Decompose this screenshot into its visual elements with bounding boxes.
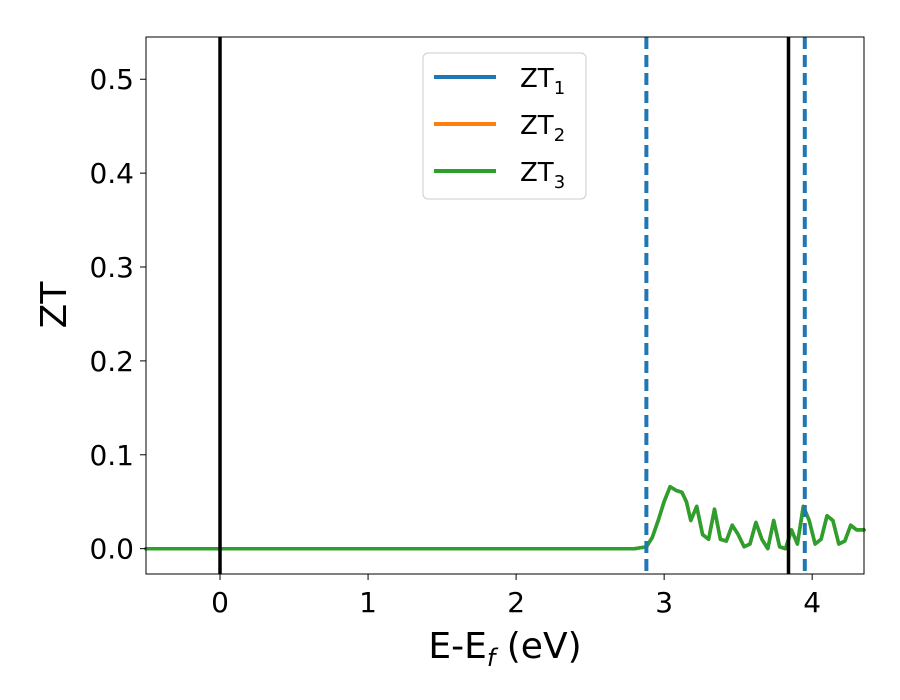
legend: ZT1 ZT2 ZT3 <box>422 52 587 200</box>
series-group <box>144 484 866 551</box>
legend-label-zt2: ZT2 <box>520 111 565 146</box>
series-line-zt2 <box>144 484 866 551</box>
y-tick-label: 0.4 <box>89 157 134 190</box>
y-tick-label: 0.3 <box>89 251 134 284</box>
y-tick-label: 0.0 <box>89 533 134 566</box>
legend-label-zt1: ZT1 <box>520 64 565 99</box>
x-tick-label: 1 <box>359 586 377 619</box>
y-tick-label: 0.1 <box>89 439 134 472</box>
y-axis-label: ZT <box>34 281 75 329</box>
x-tick-label: 2 <box>507 586 525 619</box>
legend-box <box>422 52 587 200</box>
reference-lines <box>218 37 807 574</box>
x-tick-label: 4 <box>803 586 821 619</box>
legend-label-zt3: ZT3 <box>520 158 565 193</box>
series-line-zt3 <box>144 484 866 551</box>
x-axis-label: E-Ef (eV) <box>428 626 581 672</box>
x-axis: 0 1 2 3 4 <box>211 574 821 619</box>
y-tick-label: 0.5 <box>89 63 134 96</box>
plot-frame <box>145 36 865 575</box>
x-tick-label: 0 <box>211 586 229 619</box>
y-tick-label: 0.2 <box>89 345 134 378</box>
series-line-zt1 <box>144 484 866 551</box>
x-tick-label: 3 <box>655 586 673 619</box>
y-axis: 0.0 0.1 0.2 0.3 0.4 0.5 <box>89 63 146 566</box>
